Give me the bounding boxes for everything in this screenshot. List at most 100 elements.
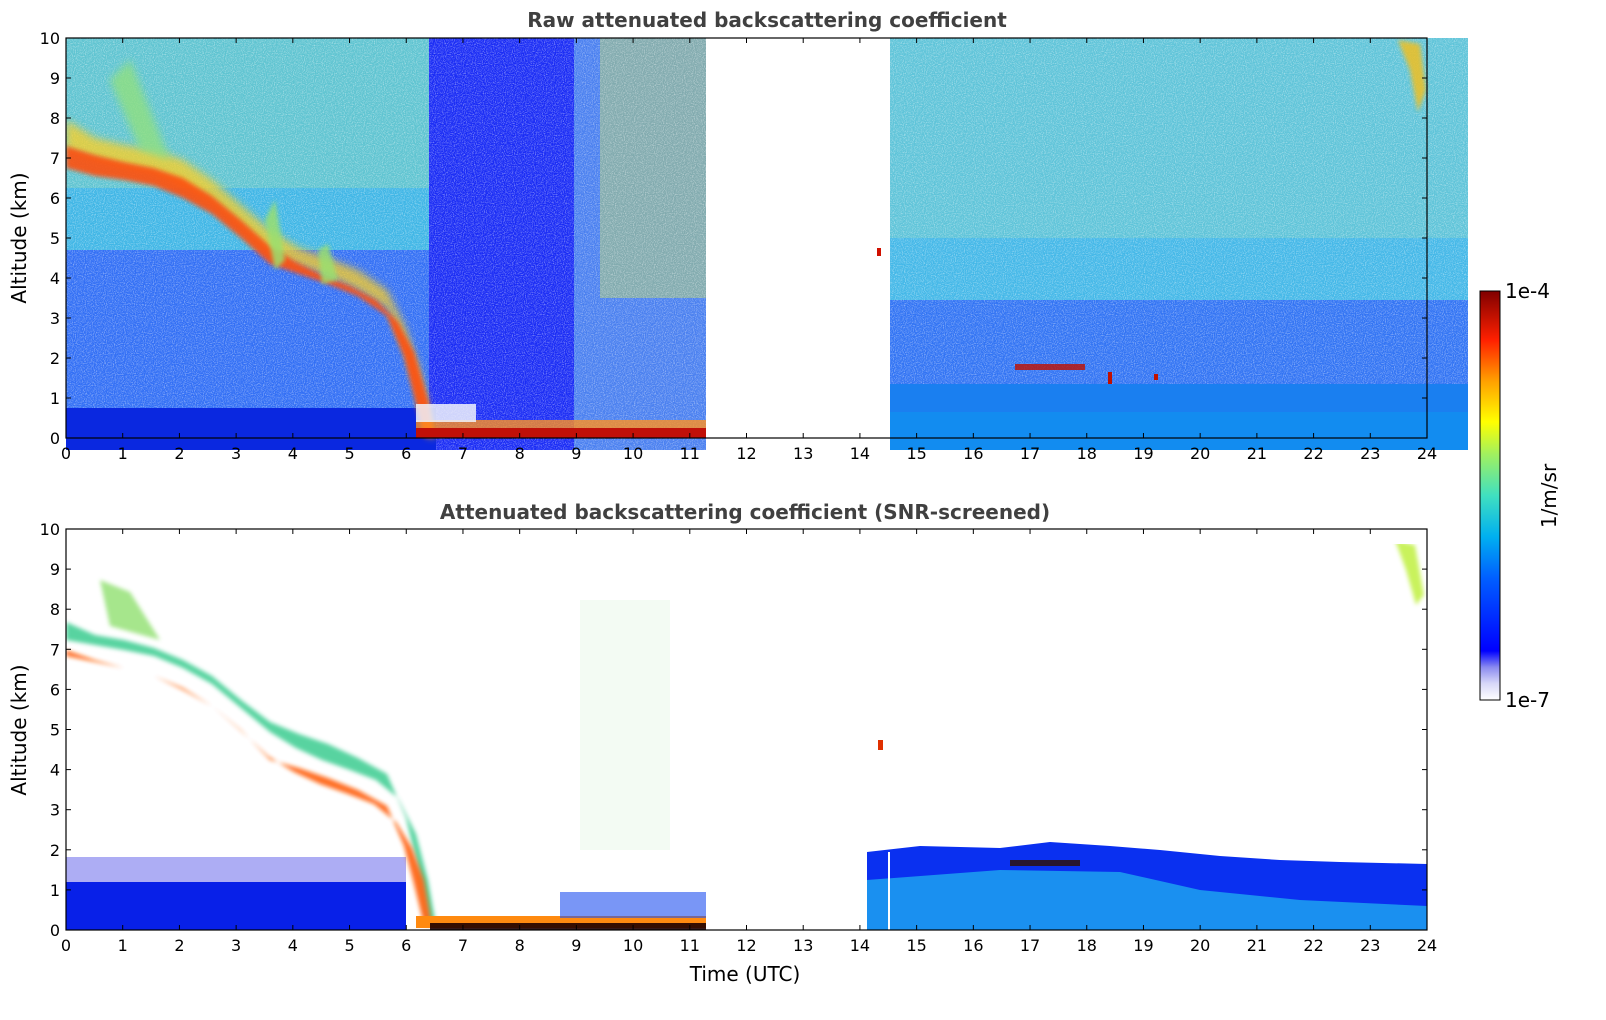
y-tick-label: 6	[50, 680, 60, 699]
raw-backscatter-panel: Raw attenuated backscattering coefficien…	[7, 8, 1468, 463]
colorbar-frame	[1479, 290, 1501, 701]
x-tick-label: 17	[1020, 936, 1040, 955]
y-tick-label: 0	[50, 921, 60, 940]
x-tick-label: 13	[793, 936, 813, 955]
y-tick-label: 0	[50, 429, 60, 448]
y-tick-label: 7	[50, 149, 60, 168]
x-tick-label: 16	[963, 936, 983, 955]
x-tick-label: 1	[118, 444, 128, 463]
x-tick-label: 3	[231, 936, 241, 955]
boundary-layer-afternoon-core	[890, 412, 1468, 450]
x-axis-label: Time (UTC)	[689, 962, 801, 986]
y-tick-label: 10	[40, 29, 60, 48]
x-tick-label: 4	[288, 444, 298, 463]
screened-y-axis-label: Altitude (km)	[7, 664, 31, 795]
colorbar-gradient	[1480, 291, 1500, 700]
x-tick-label: 10	[623, 444, 643, 463]
x-tick-label: 19	[1133, 444, 1153, 463]
x-tick-label: 18	[1077, 444, 1097, 463]
y-tick-label: 6	[50, 189, 60, 208]
x-tick-label: 21	[1247, 444, 1267, 463]
screened-surface-return-dark	[430, 923, 706, 930]
screened-lowlevel-noise	[560, 892, 706, 918]
plume-feather-3	[318, 244, 338, 284]
surface-layer-morning	[66, 408, 436, 450]
x-tick-label: 6	[401, 936, 411, 955]
x-tick-label: 18	[1077, 936, 1097, 955]
x-tick-label: 14	[850, 444, 870, 463]
surface-return-upper	[416, 420, 706, 428]
y-tick-label: 8	[50, 600, 60, 619]
x-tick-label: 3	[231, 444, 241, 463]
data-gap-line-screened	[888, 852, 890, 930]
y-tick-label: 4	[50, 761, 60, 780]
colorbar-min-label: 1e-7	[1505, 688, 1550, 712]
y-tick-label: 4	[50, 269, 60, 288]
y-tick-label: 10	[40, 520, 60, 539]
raw-panel-title: Raw attenuated backscattering coefficien…	[527, 8, 1007, 32]
high-cloud-late	[1398, 40, 1426, 112]
x-tick-label: 24	[1417, 936, 1437, 955]
x-tick-label: 2	[174, 444, 184, 463]
aerosol-layer-screened-outer	[66, 622, 436, 925]
screened-cloud-band-17h	[1010, 860, 1080, 866]
x-tick-label: 14	[850, 936, 870, 955]
screened-cloud-dot-14h	[878, 740, 883, 750]
speckle-late	[890, 38, 1468, 450]
y-tick-label: 5	[50, 721, 60, 740]
x-tick-label: 0	[61, 444, 71, 463]
x-tick-label: 7	[458, 444, 468, 463]
y-tick-label: 1	[50, 389, 60, 408]
x-tick-label: 15	[906, 936, 926, 955]
cleared-pocket	[416, 404, 476, 422]
x-tick-label: 0	[61, 936, 71, 955]
cloud-band-17h	[1015, 364, 1085, 370]
x-tick-label: 12	[736, 444, 756, 463]
y-tick-label: 2	[50, 349, 60, 368]
x-tick-label: 19	[1133, 936, 1153, 955]
y-tick-label: 9	[50, 560, 60, 579]
raw-x-axis: 0 1 2 3 4 5 6 7 8 9 10 11 12 13 14 15 16 17 18 19 20 21 22 23 24	[61, 38, 1437, 463]
raw-y-axis: 0 1 2 3 4 5 6 7 8 9 10	[40, 29, 1427, 448]
screened-y-axis: 0 1 2 3 4 5 6 7 8 9 10	[40, 520, 1427, 940]
x-tick-label: 8	[515, 444, 525, 463]
y-tick-label: 3	[50, 309, 60, 328]
raw-y-axis-label: Altitude (km)	[7, 172, 31, 303]
x-tick-label: 23	[1360, 936, 1380, 955]
x-tick-label: 9	[571, 936, 581, 955]
x-tick-label: 8	[515, 936, 525, 955]
data-gap-raw	[706, 38, 865, 450]
y-tick-label: 9	[50, 69, 60, 88]
colorbar-unit-label: 1/m/sr	[1537, 463, 1561, 528]
data-gap-screened	[706, 544, 865, 930]
x-tick-label: 7	[458, 936, 468, 955]
plume-feather-2	[265, 200, 285, 270]
screened-heatmap	[66, 544, 1427, 930]
x-tick-label: 12	[736, 936, 756, 955]
x-tick-label: 20	[1190, 444, 1210, 463]
x-tick-label: 2	[174, 936, 184, 955]
x-tick-label: 1	[118, 936, 128, 955]
y-tick-label: 2	[50, 841, 60, 860]
x-tick-label: 11	[680, 936, 700, 955]
screened-backscatter-panel: Attenuated backscattering coefficient (S…	[7, 500, 1437, 986]
cloud-dot-14h	[877, 248, 881, 256]
cloud-dot-19h	[1154, 374, 1158, 380]
x-tick-label: 22	[1303, 444, 1323, 463]
x-tick-label: 24	[1417, 444, 1437, 463]
screened-sparse-cloud	[580, 600, 670, 850]
x-tick-label: 13	[793, 444, 813, 463]
surface-return	[416, 428, 706, 438]
morning-aerosol-core	[66, 882, 406, 930]
plume-feather-1	[110, 60, 170, 160]
x-tick-label: 23	[1360, 444, 1380, 463]
y-tick-label: 1	[50, 881, 60, 900]
x-tick-label: 22	[1303, 936, 1323, 955]
x-tick-label: 20	[1190, 936, 1210, 955]
screened-plume-feather	[100, 580, 160, 640]
x-tick-label: 5	[344, 936, 354, 955]
speckle-early	[66, 38, 729, 450]
y-tick-label: 7	[50, 640, 60, 659]
aerosol-layer-outer	[66, 120, 440, 437]
